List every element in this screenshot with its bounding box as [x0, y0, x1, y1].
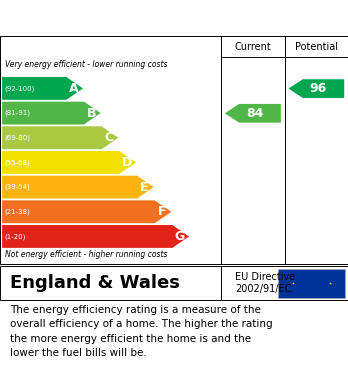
Text: (92-100): (92-100)	[5, 85, 35, 91]
Text: 96: 96	[310, 82, 327, 95]
Text: (21-38): (21-38)	[5, 208, 30, 215]
Text: EU Directive
2002/91/EC: EU Directive 2002/91/EC	[235, 272, 295, 294]
Polygon shape	[2, 151, 136, 174]
Text: F: F	[158, 205, 166, 218]
Polygon shape	[2, 200, 171, 223]
Text: E: E	[140, 181, 149, 194]
Text: Very energy efficient - lower running costs: Very energy efficient - lower running co…	[5, 60, 168, 69]
Text: G: G	[175, 230, 185, 243]
Bar	[278, 269, 345, 298]
Text: Energy Efficiency Rating: Energy Efficiency Rating	[10, 10, 232, 25]
Polygon shape	[225, 104, 281, 123]
Text: C: C	[105, 131, 114, 144]
Polygon shape	[2, 77, 83, 100]
Text: (39-54): (39-54)	[5, 184, 30, 190]
Text: England & Wales: England & Wales	[10, 274, 180, 292]
Text: A: A	[69, 82, 79, 95]
Text: B: B	[87, 107, 96, 120]
Text: Potential: Potential	[295, 42, 338, 52]
Text: (1-20): (1-20)	[5, 233, 26, 240]
Text: D: D	[122, 156, 132, 169]
Text: (55-68): (55-68)	[5, 159, 30, 166]
Polygon shape	[2, 176, 154, 199]
Text: (81-91): (81-91)	[5, 110, 31, 116]
Text: (69-80): (69-80)	[5, 135, 31, 141]
Text: Not energy efficient - higher running costs: Not energy efficient - higher running co…	[5, 250, 168, 259]
Text: 84: 84	[246, 107, 264, 120]
Polygon shape	[2, 126, 118, 149]
Polygon shape	[2, 102, 101, 124]
Text: The energy efficiency rating is a measure of the
overall efficiency of a home. T: The energy efficiency rating is a measur…	[10, 305, 273, 358]
Polygon shape	[2, 225, 189, 248]
Polygon shape	[288, 79, 344, 98]
Text: Current: Current	[235, 42, 271, 52]
